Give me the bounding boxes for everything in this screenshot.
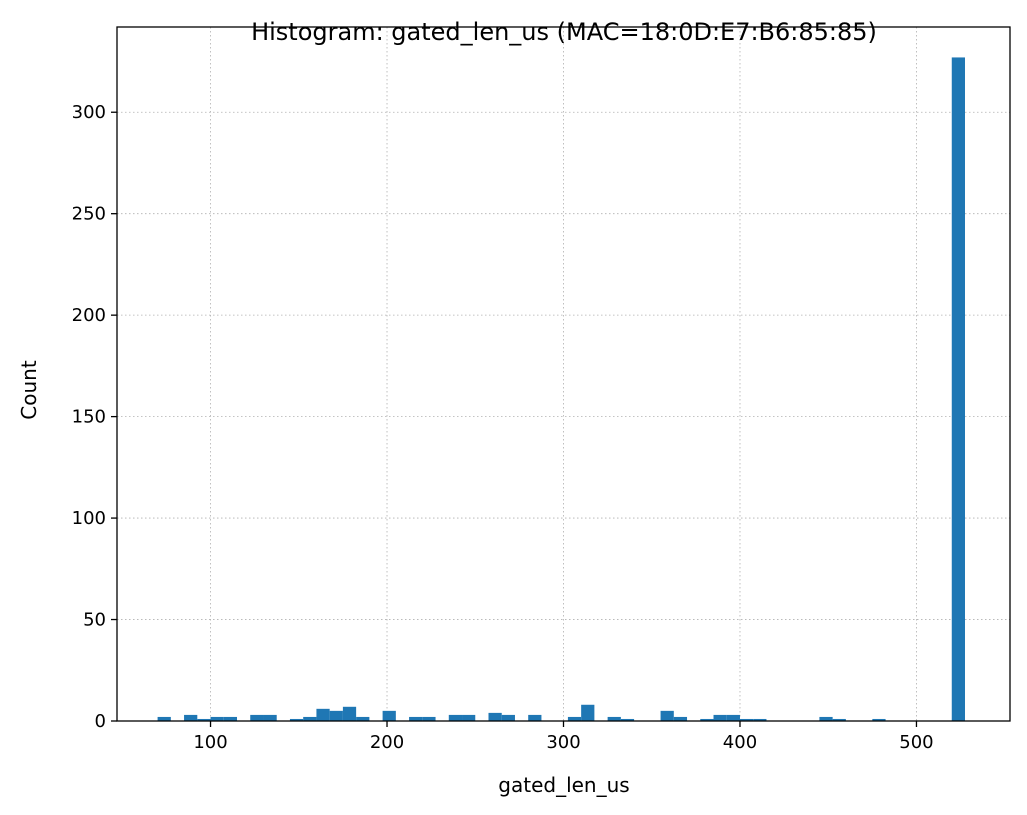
histogram-bar bbox=[157, 716, 171, 721]
y-tick-label: 0 bbox=[95, 711, 106, 732]
histogram-bar bbox=[660, 710, 674, 721]
histogram-bar bbox=[673, 716, 688, 721]
x-tick-label: 200 bbox=[370, 732, 404, 753]
histogram-bar bbox=[197, 718, 211, 721]
y-tick-label: 250 bbox=[72, 204, 106, 225]
histogram-bar bbox=[462, 714, 476, 721]
histogram-bar bbox=[356, 716, 370, 721]
histogram-bar bbox=[528, 714, 542, 721]
histogram-bar bbox=[263, 714, 277, 721]
y-tick-label: 300 bbox=[72, 102, 106, 123]
x-tick-label: 100 bbox=[193, 732, 227, 753]
histogram-bar bbox=[620, 718, 635, 721]
x-tick-label: 500 bbox=[899, 732, 933, 753]
x-axis-ticks: 100 200 300 400 500 bbox=[193, 721, 934, 753]
histogram-bar bbox=[303, 716, 317, 721]
histogram-bar bbox=[289, 718, 304, 721]
histogram-bar bbox=[832, 718, 846, 721]
histogram-bars bbox=[157, 57, 965, 721]
x-tick-label: 400 bbox=[723, 732, 757, 753]
histogram-bar bbox=[210, 716, 224, 721]
histogram-bar bbox=[316, 708, 330, 721]
histogram-bar bbox=[951, 57, 965, 721]
histogram-bar bbox=[607, 716, 621, 721]
y-tick-label: 50 bbox=[83, 610, 106, 631]
y-tick-label: 200 bbox=[72, 305, 106, 326]
y-axis-label: Count bbox=[17, 360, 41, 420]
grid-lines bbox=[117, 27, 1010, 721]
histogram-bar bbox=[739, 718, 754, 721]
histogram-bar bbox=[184, 714, 198, 721]
histogram-bar bbox=[726, 714, 740, 721]
x-axis-label: gated_len_us bbox=[498, 773, 629, 797]
histogram-bar bbox=[342, 706, 357, 721]
histogram-bar bbox=[700, 718, 714, 721]
histogram-bar bbox=[488, 712, 502, 721]
histogram-bar bbox=[581, 704, 595, 721]
histogram-bar bbox=[819, 716, 833, 721]
histogram-bar bbox=[872, 718, 886, 721]
histogram-bar bbox=[713, 714, 727, 721]
y-tick-label: 100 bbox=[72, 508, 106, 529]
histogram-bar bbox=[753, 718, 767, 721]
histogram-bar bbox=[567, 716, 582, 721]
histogram-bar bbox=[422, 716, 436, 721]
chart-title: Histogram: gated_len_us (MAC=18:0D:E7:B6… bbox=[251, 18, 877, 46]
y-axis-ticks: 0 50 100 150 200 250 300 bbox=[72, 102, 117, 732]
x-tick-label: 300 bbox=[546, 732, 580, 753]
y-tick-label: 150 bbox=[72, 407, 106, 428]
histogram-bar bbox=[250, 714, 264, 721]
histogram-bar bbox=[329, 710, 343, 721]
histogram-bar bbox=[223, 716, 238, 721]
histogram-bar bbox=[448, 714, 463, 721]
histogram-bar bbox=[501, 714, 515, 721]
histogram-bar bbox=[409, 716, 423, 721]
histogram-bar bbox=[382, 710, 396, 721]
